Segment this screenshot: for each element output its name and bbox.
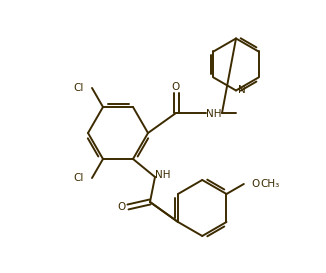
Text: O: O [118, 202, 126, 212]
Text: NH: NH [155, 170, 171, 180]
Text: CH₃: CH₃ [260, 179, 279, 189]
Text: Cl: Cl [74, 173, 84, 183]
Text: N: N [238, 85, 246, 96]
Text: Cl: Cl [74, 83, 84, 93]
Text: NH: NH [206, 109, 222, 119]
Text: O: O [172, 82, 180, 92]
Text: O: O [252, 179, 260, 189]
